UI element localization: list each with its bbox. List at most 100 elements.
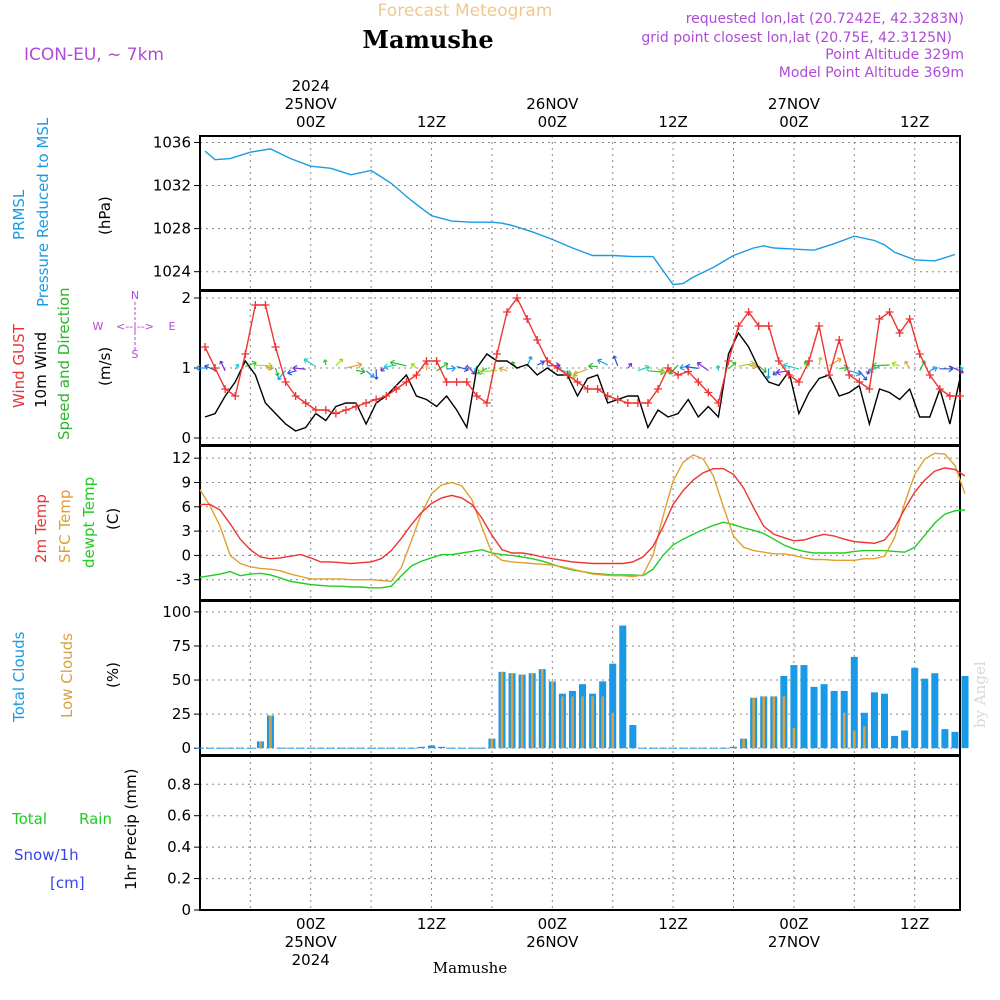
- pressure-label-2: Pressure Reduced to MSL: [34, 117, 52, 307]
- gust-marker: [875, 315, 884, 323]
- total-cloud-bar: [730, 746, 738, 749]
- wind-direction-arrow: [476, 367, 488, 375]
- panels-layer: 1024102810321036012-3036912025507510000.…: [153, 133, 969, 919]
- total-cloud-bar: [911, 667, 919, 749]
- total-cloud-bar: [830, 690, 838, 749]
- y-tick-label: 75: [172, 637, 191, 655]
- gust-marker: [553, 364, 562, 372]
- wind-direction-arrow: [959, 364, 964, 371]
- gust-marker: [855, 378, 864, 386]
- wind-direction-arrow: [274, 367, 280, 377]
- gust-marker: [321, 406, 330, 414]
- precip-label-cm: [cm]: [50, 874, 85, 892]
- gust-marker: [925, 371, 934, 379]
- bottom-axis-year: 2024: [292, 951, 330, 969]
- top-axis-day: 25NOV: [285, 95, 338, 113]
- wind-label-10m: 10m Wind: [32, 332, 50, 408]
- low-cloud-bar: [842, 712, 846, 749]
- wind-direction-arrow: [374, 369, 379, 380]
- total-cloud-bar: [800, 665, 808, 749]
- gust-marker: [744, 308, 753, 316]
- wind-direction-arrow: [365, 370, 375, 378]
- wind-panel: 0 1 2: [181, 289, 964, 447]
- gust-marker: [895, 329, 904, 337]
- gust-marker: [774, 357, 783, 365]
- wind-direction-arrow: [292, 364, 306, 372]
- gust-marker: [633, 399, 642, 407]
- low-cloud-bar: [269, 715, 272, 749]
- gust-marker: [613, 395, 622, 404]
- gust-marker: [825, 371, 834, 379]
- low-cloud-bar: [530, 673, 534, 749]
- y-tick-label: 1: [181, 359, 191, 377]
- gust-marker: [694, 378, 703, 386]
- low-cloud-bar: [853, 730, 856, 749]
- wind-direction-arrow: [498, 366, 508, 373]
- point-altitude: Point Altitude 329m: [825, 47, 964, 63]
- wind-direction-arrow: [858, 370, 868, 381]
- gust-marker: [281, 378, 290, 386]
- gust-marker: [231, 392, 240, 400]
- wind-direction-arrow: [456, 365, 469, 373]
- wind-direction-arrow: [335, 358, 344, 367]
- low-cloud-bar: [591, 696, 594, 749]
- total-cloud-bar: [629, 725, 637, 749]
- gust-marker: [543, 357, 552, 365]
- compass-cross: <--|-->: [116, 320, 154, 333]
- total-cloud-bar: [820, 684, 828, 749]
- sfc-temp-line: [199, 452, 966, 583]
- gust-marker: [482, 399, 491, 407]
- pressure-line: [204, 148, 956, 286]
- wind-direction-arrow: [195, 364, 206, 372]
- gust-marker: [402, 378, 411, 386]
- gust-marker: [784, 371, 793, 379]
- gust-marker: [372, 395, 381, 404]
- gust-marker: [513, 294, 522, 302]
- wind-direction-arrow: [685, 363, 699, 371]
- low-cloud-bar: [510, 673, 514, 749]
- pressure-label-1: PRMSL: [10, 189, 28, 240]
- gust-marker: [704, 388, 713, 397]
- wind-10m-line: [204, 331, 961, 432]
- gust-marker: [452, 378, 461, 386]
- gust-marker: [865, 385, 874, 393]
- pressure-labels: PRMSL Pressure Reduced to MSL (hPa): [10, 117, 114, 307]
- low-cloud-bar: [792, 727, 796, 749]
- wind-direction-arrow: [277, 370, 287, 381]
- wind-direction-arrow: [817, 356, 823, 366]
- y-tick-label: 0.6: [167, 807, 191, 825]
- y-tick-label: 0: [181, 429, 191, 447]
- low-cloud-bar: [762, 696, 766, 749]
- bottom-axis-hour: 12Z: [658, 915, 687, 933]
- temp-label-dewpt: dewpt Temp: [80, 477, 98, 568]
- total-cloud-bar: [438, 746, 446, 749]
- compass-e: E: [169, 320, 176, 333]
- wind-direction-arrow: [627, 362, 633, 369]
- wind-direction-arrow: [891, 361, 900, 368]
- total-cloud-bar: [961, 675, 969, 749]
- gust-marker: [442, 378, 451, 386]
- bottom-axis-day: 27NOV: [768, 933, 821, 951]
- gust-marker: [251, 301, 260, 309]
- temp-2m-line: [200, 467, 966, 565]
- gust-marker: [915, 350, 924, 358]
- gust-marker: [311, 406, 320, 414]
- gust-marker: [331, 409, 340, 418]
- wind-direction-arrow: [389, 359, 407, 367]
- gust-marker: [472, 392, 481, 400]
- bottom-axis-hour: 00Z: [779, 915, 808, 933]
- gust-marker: [805, 357, 814, 365]
- panel-frame: [199, 755, 961, 911]
- wind-gust-line: [204, 296, 960, 415]
- compass-w: W: [93, 320, 104, 333]
- total-cloud-bar: [428, 745, 436, 749]
- total-cloud-bar: [891, 735, 899, 749]
- bottom-axis-hour: 12Z: [417, 915, 446, 933]
- low-cloud-bar: [551, 681, 554, 749]
- total-cloud-bar: [901, 730, 909, 749]
- gust-marker: [593, 385, 602, 393]
- y-tick-label: 1028: [153, 220, 191, 238]
